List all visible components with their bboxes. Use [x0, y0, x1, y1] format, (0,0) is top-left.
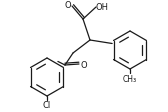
Text: OH: OH: [95, 2, 109, 11]
Text: O: O: [65, 1, 71, 10]
Text: O: O: [81, 60, 87, 69]
Text: Cl: Cl: [43, 101, 51, 110]
Text: CH₃: CH₃: [123, 74, 137, 83]
